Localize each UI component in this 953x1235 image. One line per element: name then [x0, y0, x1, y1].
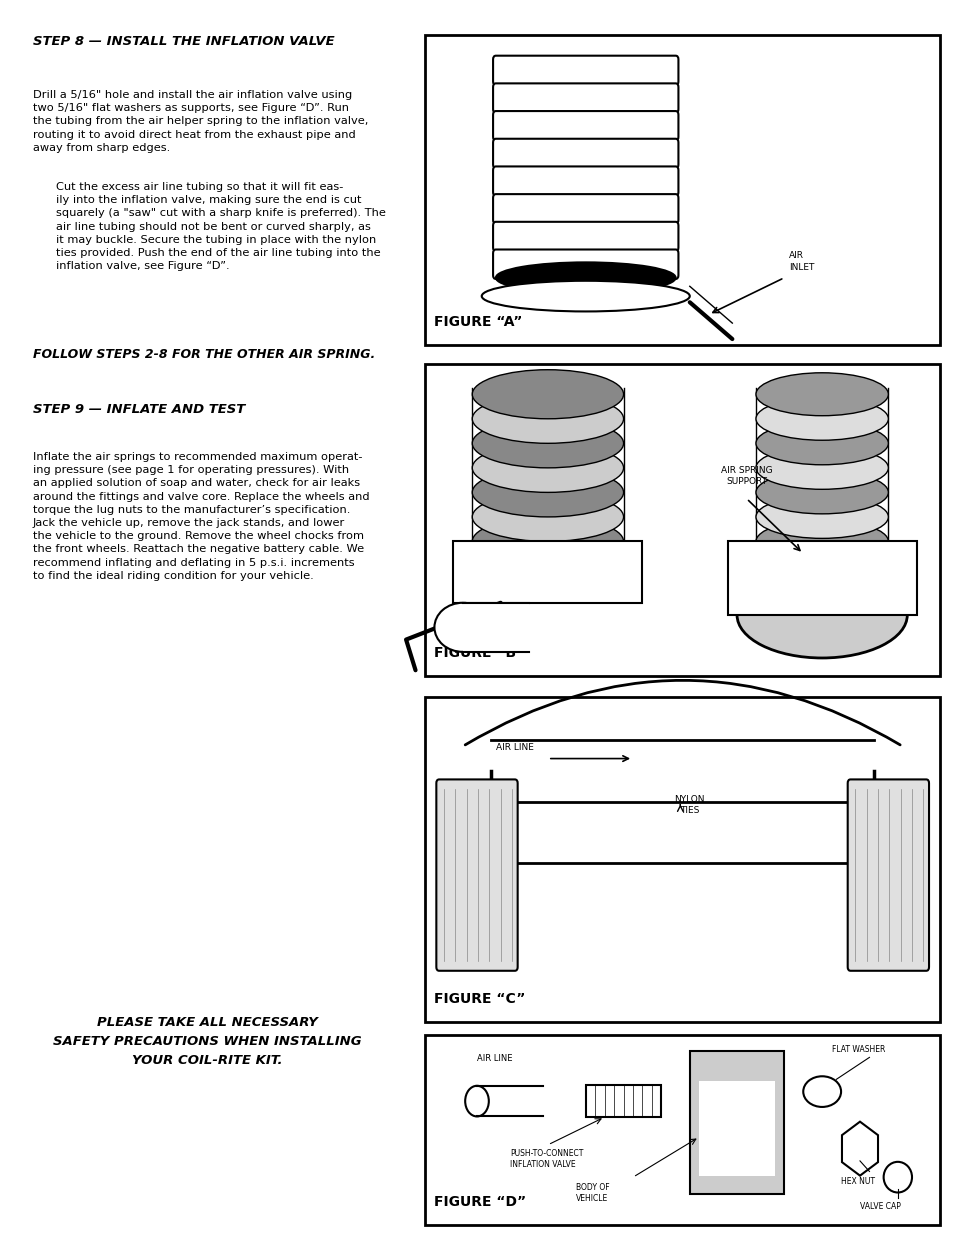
FancyBboxPatch shape [493, 194, 678, 224]
Text: AIR LINE: AIR LINE [476, 1055, 512, 1063]
FancyBboxPatch shape [493, 222, 678, 251]
Ellipse shape [496, 262, 675, 293]
FancyBboxPatch shape [436, 779, 517, 971]
FancyBboxPatch shape [493, 138, 678, 168]
Text: NYLON
TIES: NYLON TIES [674, 795, 704, 815]
Ellipse shape [472, 468, 623, 517]
Text: BODY OF
VEHICLE: BODY OF VEHICLE [576, 1183, 609, 1203]
Text: Inflate the air springs to recommended maximum operat-
ing pressure (see page 1 : Inflate the air springs to recommended m… [32, 452, 369, 580]
FancyBboxPatch shape [424, 35, 940, 345]
Text: PLEASE TAKE ALL NECESSARY
SAFETY PRECAUTIONS WHEN INSTALLING
YOUR COIL-RITE KIT.: PLEASE TAKE ALL NECESSARY SAFETY PRECAUT… [53, 1016, 361, 1067]
Text: FLAT WASHER: FLAT WASHER [831, 1045, 884, 1053]
Ellipse shape [755, 471, 887, 514]
Bar [462, 603, 529, 652]
FancyBboxPatch shape [424, 1035, 940, 1225]
FancyBboxPatch shape [493, 111, 678, 141]
FancyBboxPatch shape [453, 541, 641, 603]
Ellipse shape [472, 517, 623, 566]
Text: PUSH-TO-CONNECT
INFLATION VALVE: PUSH-TO-CONNECT INFLATION VALVE [510, 1149, 583, 1168]
Text: HEX NUT: HEX NUT [841, 1177, 874, 1186]
Ellipse shape [755, 520, 887, 563]
FancyBboxPatch shape [424, 363, 940, 677]
Bar [585, 1086, 660, 1118]
Ellipse shape [472, 443, 623, 493]
Text: FOLLOW STEPS 2-8 FOR THE OTHER AIR SPRING.: FOLLOW STEPS 2-8 FOR THE OTHER AIR SPRIN… [32, 347, 375, 361]
Ellipse shape [755, 446, 887, 489]
Ellipse shape [472, 394, 623, 443]
FancyBboxPatch shape [424, 698, 940, 1023]
FancyBboxPatch shape [689, 1051, 783, 1194]
Ellipse shape [737, 572, 906, 658]
Text: VALVE CAP: VALVE CAP [859, 1202, 900, 1210]
Bar [699, 1081, 774, 1176]
Text: STEP 9 — INFLATE AND TEST: STEP 9 — INFLATE AND TEST [32, 403, 245, 416]
Text: AIR LINE: AIR LINE [496, 743, 534, 752]
Text: STEP 8 — INSTALL THE INFLATION VALVE: STEP 8 — INSTALL THE INFLATION VALVE [32, 35, 334, 48]
FancyBboxPatch shape [493, 84, 678, 112]
Ellipse shape [755, 398, 887, 440]
Ellipse shape [755, 495, 887, 538]
Ellipse shape [755, 373, 887, 416]
Text: FIGURE “C”: FIGURE “C” [434, 993, 525, 1007]
Ellipse shape [882, 1162, 911, 1193]
Ellipse shape [472, 419, 623, 468]
Text: AIR SPRING
SUPPORT: AIR SPRING SUPPORT [720, 466, 772, 487]
Text: AIR
INLET: AIR INLET [788, 252, 814, 272]
Ellipse shape [481, 280, 689, 311]
FancyBboxPatch shape [493, 56, 678, 85]
FancyBboxPatch shape [493, 249, 678, 279]
Ellipse shape [472, 493, 623, 541]
FancyBboxPatch shape [727, 541, 916, 615]
Ellipse shape [755, 422, 887, 464]
Text: Drill a 5/16" hole and install the air inflation valve using
two 5/16" flat wash: Drill a 5/16" hole and install the air i… [32, 90, 368, 153]
FancyBboxPatch shape [493, 167, 678, 196]
Ellipse shape [472, 369, 623, 419]
Text: FIGURE “B”: FIGURE “B” [434, 646, 525, 661]
Ellipse shape [802, 1076, 841, 1107]
Text: FIGURE “D”: FIGURE “D” [434, 1194, 526, 1209]
Ellipse shape [465, 1086, 488, 1116]
Text: Cut the excess air line tubing so that it will fit eas-
ily into the inflation v: Cut the excess air line tubing so that i… [56, 182, 386, 272]
Text: FIGURE “A”: FIGURE “A” [434, 315, 522, 330]
Ellipse shape [434, 603, 491, 652]
FancyBboxPatch shape [847, 779, 928, 971]
